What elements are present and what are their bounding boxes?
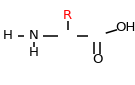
Text: O: O: [92, 53, 102, 66]
Text: N: N: [29, 29, 39, 42]
Text: H: H: [3, 29, 13, 42]
Text: H: H: [29, 46, 39, 59]
Text: R: R: [63, 9, 72, 22]
Text: OH: OH: [115, 21, 135, 34]
